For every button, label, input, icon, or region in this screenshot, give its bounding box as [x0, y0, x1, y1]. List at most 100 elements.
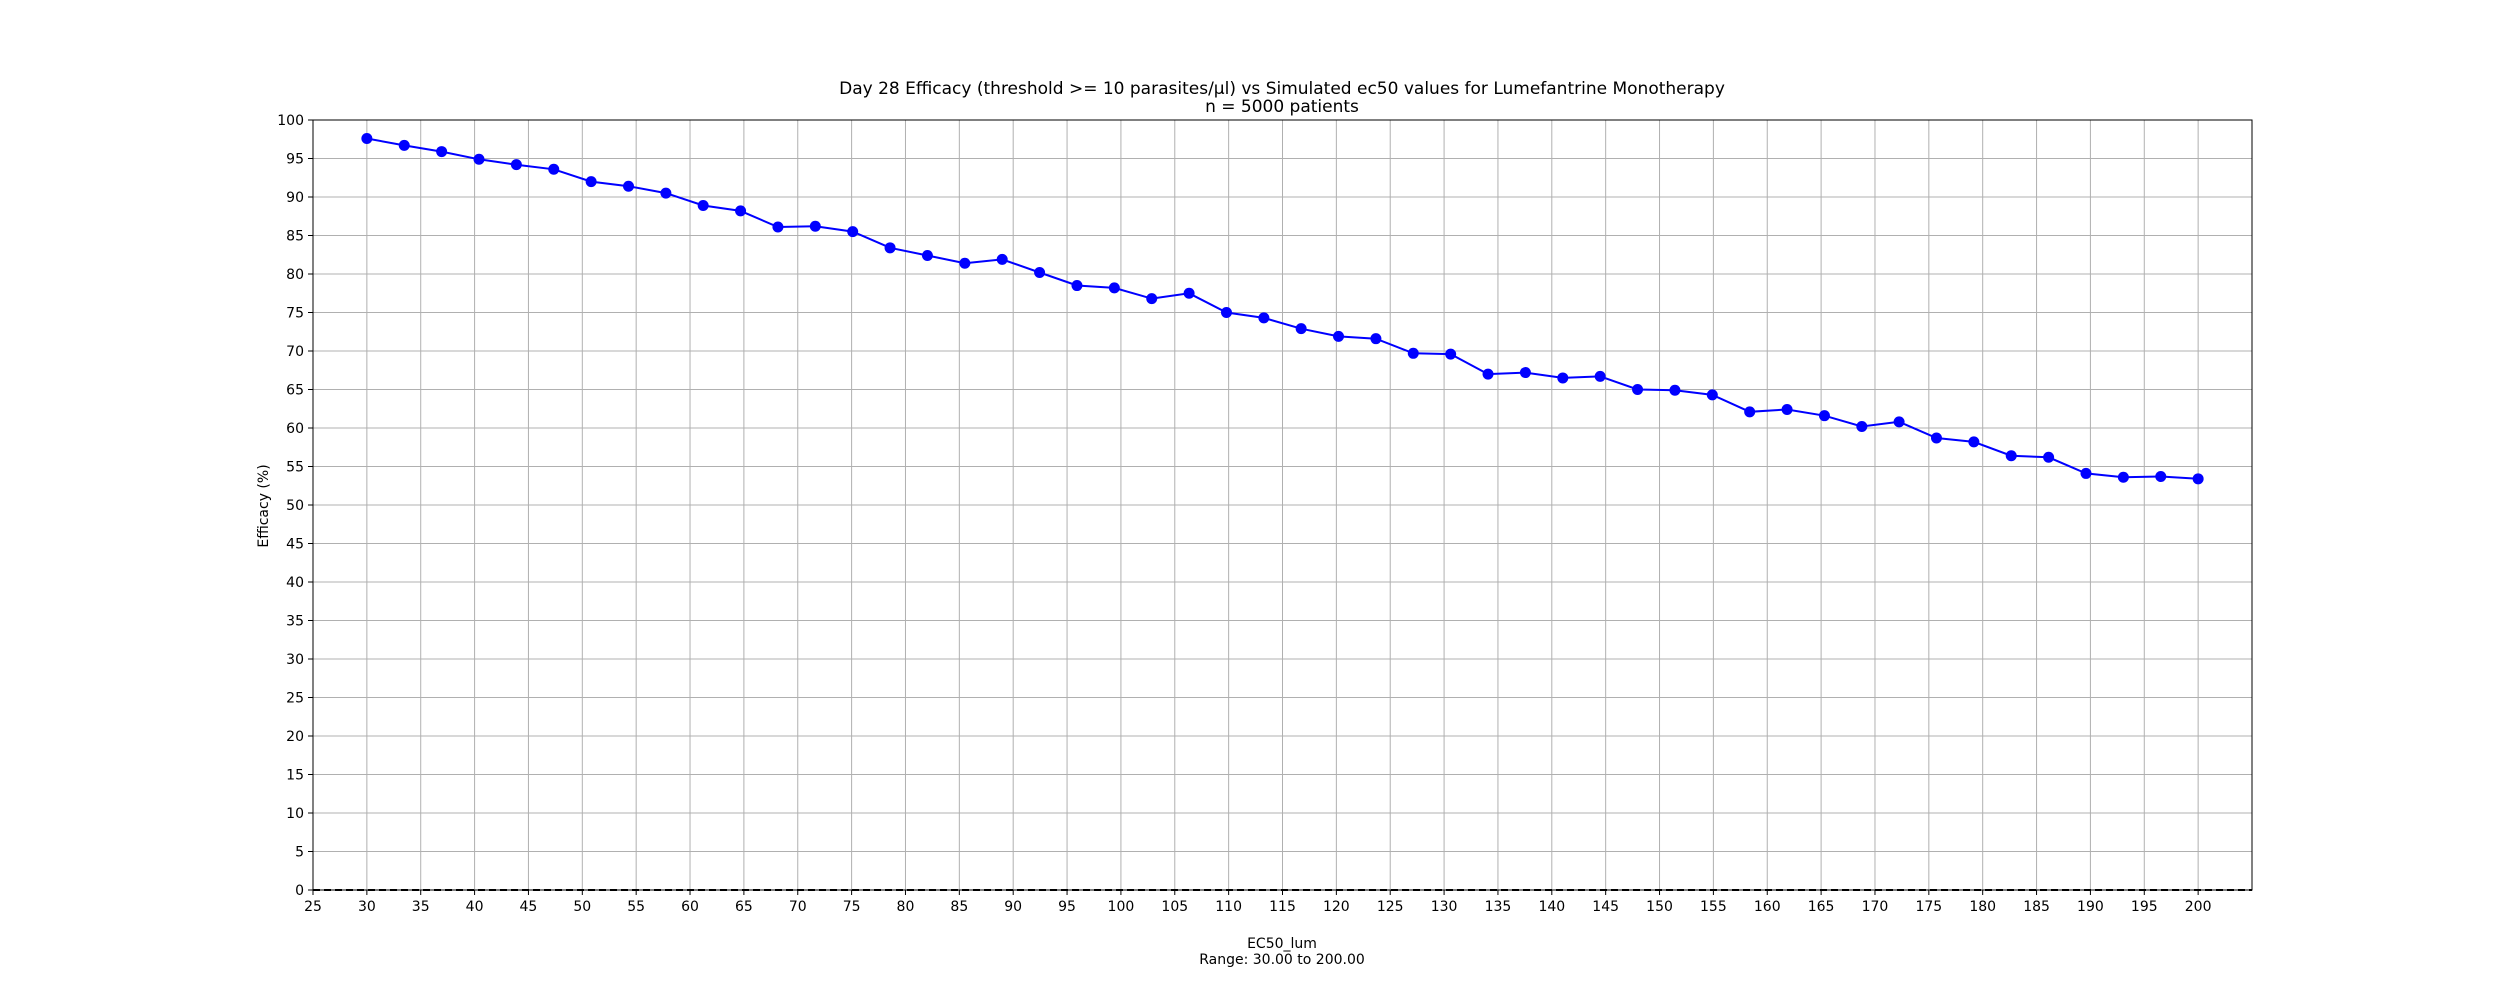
x-tick-label: 30 [358, 899, 376, 915]
data-point [2192, 473, 2204, 485]
y-tick-label: 95 [286, 152, 304, 168]
x-tick-label: 170 [1862, 899, 1889, 915]
x-tick-label: 195 [2131, 899, 2158, 915]
x-tick-label: 95 [1058, 899, 1076, 915]
data-point [1407, 347, 1419, 359]
y-tick-label: 85 [286, 229, 304, 245]
y-tick-label: 0 [295, 883, 304, 899]
x-tick-label: 165 [1808, 899, 1835, 915]
data-point [436, 146, 448, 158]
x-tick-label: 145 [1592, 899, 1619, 915]
x-tick-label: 90 [1004, 899, 1022, 915]
x-tick-label: 135 [1485, 899, 1512, 915]
data-point [660, 187, 672, 199]
y-axis-label: Efficacy (%) [256, 464, 272, 547]
y-tick-label: 65 [286, 383, 304, 399]
x-tick-label: 105 [1161, 899, 1188, 915]
y-tick-label: 30 [286, 652, 304, 668]
y-tick-label: 5 [295, 845, 304, 861]
data-point [1220, 307, 1232, 318]
x-tick-label: 150 [1646, 899, 1673, 915]
data-point [473, 153, 485, 165]
x-tick-label: 185 [2023, 899, 2050, 915]
data-point [1333, 330, 1345, 342]
data-point [1669, 384, 1681, 396]
x-tick-label: 45 [520, 899, 538, 915]
x-tick-label: 190 [2077, 899, 2104, 915]
x-tick-label: 60 [681, 899, 699, 915]
y-tick-label: 80 [286, 267, 304, 283]
x-tick-label: 180 [1969, 899, 1996, 915]
data-point [1482, 368, 1494, 380]
y-tick-label: 90 [286, 190, 304, 206]
x-tick-label: 125 [1377, 899, 1404, 915]
x-tick-label: 55 [627, 899, 645, 915]
y-tick-label: 10 [286, 806, 304, 822]
x-tick-label: 115 [1269, 899, 1296, 915]
data-point [1706, 389, 1718, 401]
x-tick-label: 50 [573, 899, 591, 915]
data-point [697, 199, 709, 211]
x-axis-label: EC50_lum [1247, 936, 1317, 952]
data-point [1930, 432, 1942, 444]
y-tick-label: 70 [286, 344, 304, 360]
x-tick-label: 70 [789, 899, 807, 915]
y-tick-label: 35 [286, 614, 304, 630]
series-group [361, 132, 2204, 485]
x-tick-label: 25 [304, 899, 322, 915]
grid [312, 119, 2252, 891]
x-tick-label: 85 [950, 899, 968, 915]
y-axis: 0 5 10 15 20 25 30 35 40 45 50 55 60 65 70 75 80 85 90 95 10… [277, 113, 313, 899]
series-line [366, 137, 2199, 480]
x-tick-label: 80 [897, 899, 915, 915]
data-point [884, 242, 896, 254]
x-tick-label: 65 [735, 899, 753, 915]
data-point [398, 139, 410, 151]
x-tick-label: 75 [843, 899, 861, 915]
data-point [1071, 280, 1083, 292]
y-tick-label: 45 [286, 537, 304, 553]
data-point [2043, 451, 2055, 463]
data-point [2155, 471, 2167, 483]
x-axis-range-note: Range: 30.00 to 200.00 [1199, 952, 1365, 968]
data-point [959, 257, 971, 269]
y-tick-label: 25 [286, 691, 304, 707]
x-tick-label: 110 [1215, 899, 1242, 915]
data-point [1519, 367, 1531, 379]
y-tick-label: 15 [286, 768, 304, 784]
x-tick-label: 140 [1538, 899, 1565, 915]
data-point [1968, 436, 1980, 448]
data-point [623, 180, 635, 192]
data-point [1557, 372, 1569, 384]
data-point [585, 176, 597, 188]
data-point [772, 221, 784, 233]
x-tick-label: 160 [1754, 899, 1781, 915]
data-point [1183, 287, 1195, 299]
data-point [1594, 370, 1606, 382]
data-point [1370, 333, 1382, 345]
x-tick-label: 100 [1108, 899, 1135, 915]
data-point [1258, 312, 1270, 324]
data-point [996, 253, 1008, 265]
y-tick-label: 50 [286, 498, 304, 514]
chart-subtitle: n = 5000 patients [1205, 97, 1359, 117]
x-tick-label: 130 [1431, 899, 1458, 915]
x-tick-label: 35 [412, 899, 430, 915]
y-tick-label: 20 [286, 729, 304, 745]
data-point [510, 159, 522, 171]
data-point [1744, 406, 1756, 418]
data-point [2005, 450, 2017, 462]
y-tick-label: 40 [286, 575, 304, 591]
data-point [1034, 266, 1046, 278]
data-point [1781, 404, 1793, 416]
y-tick-label: 55 [286, 460, 304, 476]
data-point [1295, 323, 1307, 335]
x-axis: 25 30 35 40 45 50 55 60 65 70 75 80 85 90 95 100 105 110 1… [304, 890, 2212, 915]
data-point [1445, 348, 1457, 360]
data-point [921, 250, 933, 262]
x-tick-label: 175 [1915, 899, 1942, 915]
x-tick-label: 200 [2185, 899, 2212, 915]
y-tick-label: 75 [286, 306, 304, 322]
data-point [1856, 420, 1868, 432]
